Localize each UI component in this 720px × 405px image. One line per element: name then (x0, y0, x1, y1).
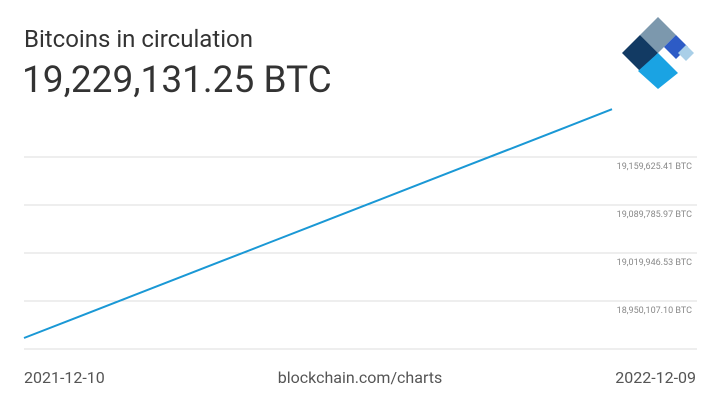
x-end-label: 2022-12-09 (615, 368, 696, 387)
y-tick-label: 19,019,946.53 BTC (617, 258, 692, 268)
y-tick-label: 18,950,107.10 BTC (617, 306, 692, 316)
source: blockchain.com/charts (278, 368, 443, 387)
x-start-label: 2021-12-10 (24, 368, 105, 387)
y-tick-label: 19,089,785.97 BTC (617, 210, 692, 220)
y-tick-label: 19,159,625.41 BTC (617, 162, 692, 172)
current-value: 19,229,131.25 BTC (22, 59, 332, 102)
logo (622, 17, 694, 89)
chart-title: Bitcoins in circulation (24, 25, 253, 53)
data-line (23, 108, 613, 339)
